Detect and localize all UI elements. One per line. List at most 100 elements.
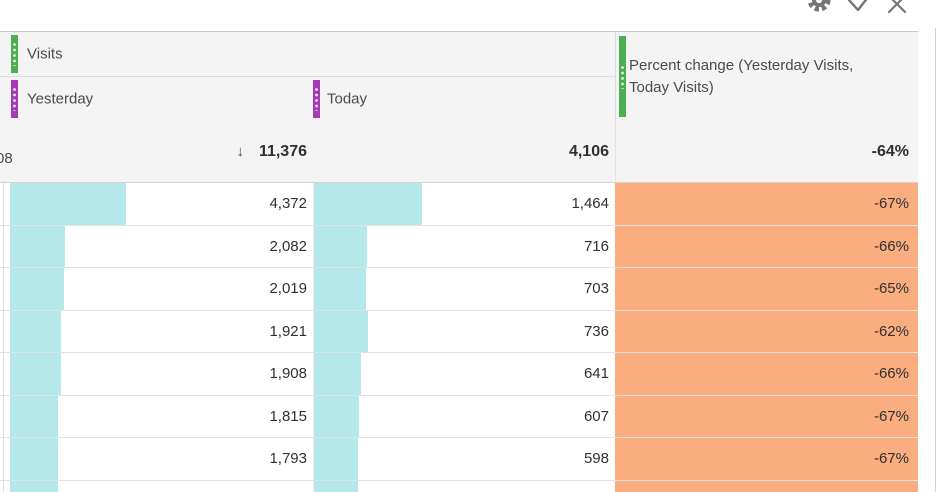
yesterday-total-value: 11,376 — [258, 142, 307, 160]
yesterday-bar — [10, 268, 64, 310]
table-row: 1,793 598 -67% — [0, 438, 918, 481]
table-row: 2,082 716 -66% — [0, 225, 918, 268]
today-drag-handle-icon[interactable] — [313, 80, 320, 118]
percent-change-value: -65% — [873, 280, 909, 298]
yesterday-cell[interactable]: 2,082 — [0, 225, 313, 267]
percent-change-cell[interactable]: -65% — [615, 268, 918, 310]
percent-change-cell[interactable] — [615, 480, 918, 492]
yesterday-bar — [10, 225, 65, 267]
yesterday-value: 2,082 — [269, 237, 307, 255]
left-column-divider — [3, 181, 4, 492]
table-row: 1,921 736 -62% — [0, 310, 918, 353]
percent-change-value: -66% — [873, 365, 909, 383]
percent-change-drag-handle-icon[interactable] — [619, 36, 626, 117]
today-cell[interactable]: 1,464 — [313, 183, 615, 225]
today-cell[interactable]: 736 — [313, 310, 615, 352]
today-cell[interactable]: 598 — [313, 438, 615, 480]
today-value: 641 — [583, 365, 609, 383]
yesterday-bar — [10, 480, 58, 492]
freeform-table: Visits Yesterday Today Percent change (Y… — [0, 31, 918, 492]
yesterday-cell[interactable] — [0, 480, 313, 492]
percent-change-cell[interactable]: -62% — [615, 310, 918, 352]
today-cell[interactable] — [313, 480, 615, 492]
yesterday-bar — [10, 438, 58, 480]
today-total-value: 4,106 — [568, 142, 609, 160]
yesterday-total-cell[interactable]: ↓ 11,376 — [0, 121, 313, 182]
yesterday-cell[interactable]: 1,921 — [0, 310, 313, 352]
today-bar — [314, 395, 359, 437]
column-header-percent-change[interactable]: Percent change (Yesterday Visits, Today … — [615, 32, 918, 121]
percent-change-value: -67% — [873, 195, 909, 213]
percent-change-cell[interactable]: -66% — [615, 353, 918, 395]
yesterday-bar — [10, 395, 58, 437]
percent-change-total-cell[interactable]: -64% — [615, 121, 918, 182]
table-row: 1,908 641 -66% — [0, 353, 918, 396]
percent-change-value: -67% — [873, 450, 909, 468]
yesterday-value: 2,019 — [269, 280, 307, 298]
percent-change-header-label: Percent change (Yesterday Visits, Today … — [629, 56, 854, 96]
today-bar — [314, 268, 366, 310]
today-header-label: Today — [327, 90, 368, 108]
yesterday-cell[interactable]: 4,372 — [0, 183, 313, 225]
column-header-today[interactable]: Today — [313, 77, 615, 121]
visits-drag-handle-icon[interactable] — [11, 35, 18, 73]
yesterday-value: 1,908 — [269, 365, 307, 383]
subcolumn-header-row: Yesterday Today — [0, 77, 615, 121]
yesterday-cell[interactable]: 2,019 — [0, 268, 313, 310]
checkmark-icon[interactable] — [846, 0, 872, 13]
today-bar — [314, 225, 367, 267]
today-total-cell[interactable]: 4,106 — [313, 121, 615, 182]
today-cell[interactable]: 716 — [313, 225, 615, 267]
today-value: 716 — [583, 237, 609, 255]
panel-right-border — [935, 28, 936, 492]
percent-change-cell[interactable]: -67% — [615, 395, 918, 437]
today-bar — [314, 480, 358, 492]
sort-descending-icon[interactable]: ↓ — [236, 143, 244, 160]
table-header: Visits Yesterday Today Percent change (Y… — [0, 32, 918, 122]
yesterday-cell[interactable]: 1,908 — [0, 353, 313, 395]
yesterday-value: 1,793 — [269, 450, 307, 468]
yesterday-value: 1,921 — [269, 322, 307, 340]
today-value: 607 — [583, 407, 609, 425]
percent-change-cell[interactable]: -67% — [615, 438, 918, 480]
percent-change-cell[interactable]: -66% — [615, 225, 918, 267]
yesterday-value: 4,372 — [269, 195, 307, 213]
table-row: 1,815 607 -67% — [0, 395, 918, 438]
table-body: 4,372 1,464 -67% 2,082 716 -66% 2,019 703 -65% 1,… — [0, 183, 918, 492]
yesterday-drag-handle-icon[interactable] — [11, 80, 18, 118]
yesterday-value: 1,815 — [269, 407, 307, 425]
yesterday-bar — [10, 183, 126, 225]
today-value: 1,464 — [571, 195, 609, 213]
percent-change-total-value: -64% — [871, 142, 909, 160]
percent-change-cell[interactable]: -67% — [615, 183, 918, 225]
totals-row: 08 ↓ 11,376 4,106 -64% — [0, 121, 918, 183]
table-row: 4,372 1,464 -67% — [0, 183, 918, 226]
table-row — [0, 480, 918, 492]
yesterday-cell[interactable]: 1,793 — [0, 438, 313, 480]
yesterday-header-label: Yesterday — [27, 90, 94, 108]
today-cell[interactable]: 607 — [313, 395, 615, 437]
today-bar — [314, 438, 358, 480]
settings-gear-icon[interactable] — [806, 0, 832, 13]
today-cell[interactable]: 641 — [313, 353, 615, 395]
yesterday-cell[interactable]: 1,815 — [0, 395, 313, 437]
today-bar — [314, 183, 422, 225]
metric-header-row: Visits — [0, 32, 615, 77]
metric-header-label[interactable]: Visits — [27, 45, 63, 63]
table-row: 2,019 703 -65% — [0, 268, 918, 311]
today-bar — [314, 353, 361, 395]
today-cell[interactable]: 703 — [313, 268, 615, 310]
percent-change-value: -67% — [873, 407, 909, 425]
yesterday-bar — [10, 310, 61, 352]
percent-change-value: -62% — [873, 322, 909, 340]
today-value: 736 — [583, 322, 609, 340]
today-value: 598 — [583, 450, 609, 468]
clipped-left-text: 08 — [0, 150, 13, 167]
today-value: 703 — [583, 280, 609, 298]
yesterday-bar — [10, 353, 61, 395]
close-icon[interactable] — [884, 0, 910, 16]
column-header-yesterday[interactable]: Yesterday — [0, 77, 313, 121]
today-bar — [314, 310, 368, 352]
percent-change-value: -66% — [873, 237, 909, 255]
